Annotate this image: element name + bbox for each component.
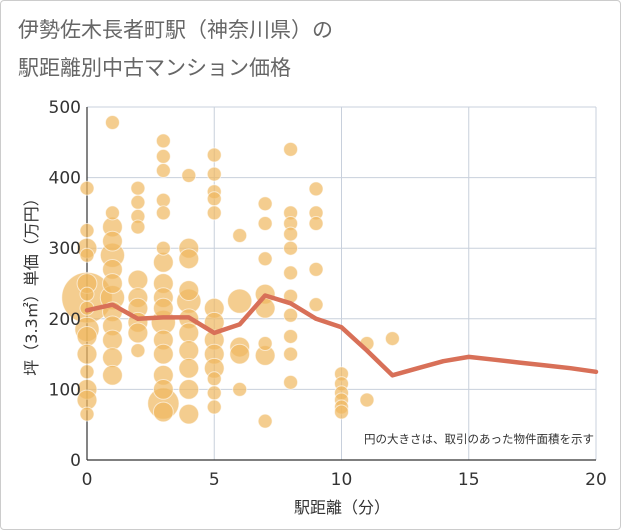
- data-bubble: [79, 223, 95, 239]
- data-bubble: [257, 336, 273, 352]
- data-bubble: [206, 205, 222, 221]
- bubble-size-note: 円の大きさは、取引のあった物件面積を示す: [364, 432, 594, 446]
- y-tick-label: 400: [49, 169, 81, 189]
- data-bubble: [283, 328, 299, 344]
- x-axis-label: 駅距離（分）: [294, 498, 390, 517]
- data-bubble: [206, 166, 222, 182]
- data-bubble: [308, 297, 324, 313]
- data-bubble: [152, 401, 174, 423]
- data-bubble: [79, 364, 95, 380]
- data-bubble: [155, 133, 171, 149]
- data-bubble: [359, 392, 375, 408]
- data-bubble: [178, 322, 200, 344]
- data-bubble: [76, 343, 98, 365]
- data-bubble: [178, 403, 200, 425]
- data-bubble: [206, 191, 222, 207]
- data-bubble: [232, 381, 248, 397]
- y-axis-label: 坪（3.3㎡）単価（万円）: [22, 190, 41, 375]
- data-bubble: [283, 141, 299, 157]
- data-bubble: [257, 251, 273, 267]
- data-bubble: [308, 261, 324, 277]
- data-bubble: [79, 180, 95, 196]
- data-bubble: [152, 379, 174, 400]
- data-bubble: [79, 406, 95, 422]
- data-bubble: [155, 148, 171, 164]
- data-bubble: [283, 265, 299, 281]
- data-bubble: [155, 163, 171, 179]
- data-bubble: [127, 322, 149, 344]
- data-bubble: [104, 205, 120, 221]
- x-tick-label: 0: [82, 470, 93, 490]
- data-bubble: [283, 307, 299, 323]
- data-bubble: [283, 374, 299, 390]
- data-bubble: [178, 248, 200, 270]
- x-tick-label: 20: [585, 470, 607, 490]
- data-bubble: [79, 247, 95, 263]
- data-bubble: [102, 230, 123, 252]
- data-bubble: [79, 286, 95, 302]
- data-bubble: [384, 331, 400, 347]
- x-tick-label: 10: [331, 470, 353, 490]
- data-bubble: [102, 273, 123, 294]
- data-bubble: [232, 227, 248, 243]
- data-bubble: [257, 215, 273, 231]
- y-tick-label: 100: [49, 380, 81, 400]
- data-bubble: [178, 379, 200, 400]
- data-bubble: [206, 385, 222, 401]
- data-bubble: [206, 371, 222, 387]
- data-bubble: [308, 215, 324, 231]
- data-bubble: [127, 269, 149, 291]
- y-tick-label: 300: [49, 239, 81, 259]
- chart-title-line1: 伊勢佐木長者町駅（神奈川県）の: [18, 18, 333, 42]
- data-bubble: [130, 219, 146, 235]
- data-bubble: [283, 346, 299, 362]
- y-tick-label: 500: [49, 98, 81, 118]
- data-bubble: [178, 280, 200, 301]
- chart-title-line2: 駅距離別中古マンション価格: [18, 56, 291, 80]
- data-bubble: [206, 399, 222, 415]
- data-bubble: [102, 329, 123, 351]
- data-bubble: [130, 194, 146, 210]
- data-bubble: [152, 297, 174, 319]
- trend-line: [84, 293, 599, 378]
- data-bubble: [178, 357, 200, 379]
- data-bubble: [130, 180, 146, 196]
- x-tick-label: 5: [209, 470, 220, 490]
- data-bubble: [181, 167, 197, 183]
- data-bubble: [102, 347, 123, 369]
- data-bubble: [130, 343, 146, 359]
- data-bubble: [257, 196, 273, 212]
- data-bubble: [227, 288, 253, 314]
- x-tick-label: 15: [458, 470, 480, 490]
- data-bubble: [155, 192, 171, 208]
- data-bubble: [104, 115, 120, 131]
- data-bubble: [257, 413, 273, 429]
- data-bubble: [283, 240, 299, 256]
- y-tick-label: 0: [70, 451, 81, 471]
- data-bubble: [334, 404, 349, 420]
- data-bubble: [155, 205, 171, 221]
- data-bubble: [152, 343, 174, 365]
- data-bubble: [206, 147, 222, 163]
- average-price-line: [84, 293, 599, 378]
- bubbles: [61, 115, 400, 429]
- y-tick-label: 200: [49, 310, 81, 330]
- data-bubble: [283, 226, 299, 242]
- data-bubble: [178, 340, 200, 361]
- data-bubble: [229, 343, 251, 365]
- data-bubble: [155, 240, 171, 256]
- data-bubble: [102, 364, 123, 386]
- data-bubble: [308, 181, 324, 197]
